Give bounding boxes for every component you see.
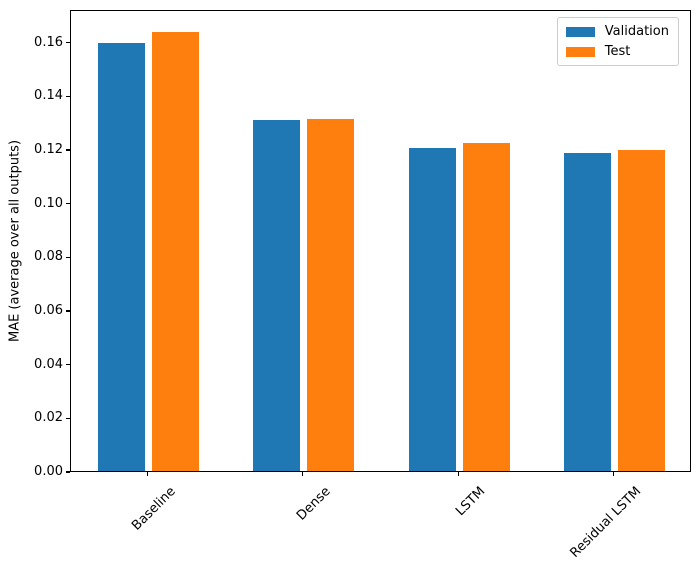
- x-tick-label-baseline: Baseline: [128, 484, 179, 534]
- y-tick-mark: [66, 471, 70, 473]
- legend-item-validation: Validation: [565, 24, 669, 39]
- legend-label-test: Test: [604, 44, 631, 59]
- bar-validation-lstm: [408, 147, 456, 471]
- x-tick-mark: [147, 472, 149, 476]
- bar-validation-residual-lstm: [563, 153, 611, 471]
- y-tick-label: 0.06: [34, 303, 63, 319]
- y-tick-label: 0.10: [34, 195, 63, 211]
- y-tick-label: 0.08: [34, 249, 63, 265]
- bar-validation-baseline: [98, 43, 146, 471]
- y-tick-label: 0.00: [34, 464, 63, 479]
- y-tick-label: 0.12: [34, 142, 63, 158]
- y-tick-label: 0.04: [34, 356, 63, 372]
- y-tick-label: 0.14: [34, 88, 63, 104]
- bar-validation-dense: [253, 119, 301, 471]
- y-tick-label: 0.16: [34, 34, 63, 50]
- y-tick-mark: [66, 417, 70, 419]
- y-tick-mark: [66, 310, 70, 312]
- bar-test-residual-lstm: [617, 150, 665, 471]
- bar-test-lstm: [462, 143, 510, 471]
- legend-swatch-validation: [565, 26, 595, 37]
- x-tick-label-lstm: LSTM: [453, 484, 489, 520]
- legend-item-test: Test: [565, 44, 669, 59]
- x-tick-mark: [302, 472, 304, 476]
- legend: Validation Test: [556, 17, 679, 66]
- x-tick-mark: [612, 472, 614, 476]
- x-tick-mark: [457, 472, 459, 476]
- legend-swatch-test: [565, 46, 595, 57]
- y-tick-mark: [66, 42, 70, 44]
- plot-area: [70, 10, 691, 472]
- y-tick-mark: [66, 149, 70, 151]
- x-tick-label-dense: Dense: [293, 484, 334, 524]
- y-tick-mark: [66, 95, 70, 97]
- y-tick-mark: [66, 203, 70, 205]
- bar-test-baseline: [152, 31, 200, 471]
- y-tick-mark: [66, 364, 70, 366]
- bar-test-dense: [307, 119, 355, 471]
- y-tick-label: 0.02: [34, 410, 63, 426]
- legend-label-validation: Validation: [604, 24, 669, 39]
- y-tick-mark: [66, 256, 70, 258]
- x-tick-label-residual-lstm: Residual LSTM: [567, 484, 644, 561]
